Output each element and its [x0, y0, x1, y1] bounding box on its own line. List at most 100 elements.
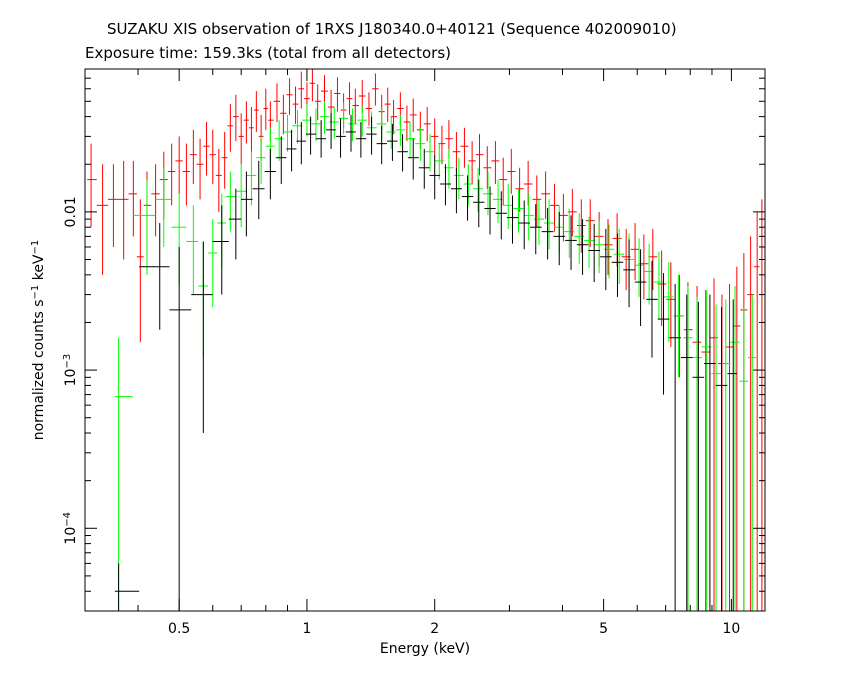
- data-point: [352, 88, 359, 124]
- data-point: [365, 92, 373, 126]
- data-point: [114, 337, 133, 611]
- data-point: [286, 129, 297, 172]
- data-point: [701, 290, 710, 611]
- data-point: [429, 154, 441, 200]
- data-point: [484, 186, 496, 235]
- data-point: [523, 193, 534, 241]
- data-point: [460, 127, 469, 168]
- data-point: [529, 204, 542, 255]
- data-point: [228, 188, 242, 260]
- data-point: [139, 223, 170, 330]
- data-point: [403, 105, 411, 142]
- data-point: [196, 138, 204, 200]
- data-point: [450, 167, 462, 214]
- data-point: [357, 105, 367, 137]
- data-point: [434, 143, 445, 180]
- data-point: [348, 108, 358, 142]
- data-point: [491, 141, 500, 185]
- data-point: [634, 238, 645, 297]
- data-point: [243, 101, 249, 144]
- data-point: [675, 274, 684, 378]
- data-point: [136, 199, 144, 343]
- x-tick-label: 10: [722, 621, 740, 637]
- data-point: [564, 208, 575, 259]
- data-point: [599, 228, 612, 291]
- data-point: [246, 151, 257, 206]
- data-point: [733, 266, 741, 611]
- data-point: [680, 294, 693, 611]
- data-point: [727, 299, 737, 611]
- data-point: [565, 215, 577, 270]
- data-point: [473, 167, 484, 212]
- data-point: [725, 284, 734, 611]
- data-point: [506, 195, 519, 244]
- data-point: [753, 211, 760, 611]
- data-point: [376, 125, 388, 165]
- data-point: [541, 207, 554, 260]
- data-point: [611, 233, 624, 297]
- data-point: [541, 171, 551, 220]
- data-point: [711, 304, 721, 611]
- data-point: [189, 129, 197, 185]
- data-point: [283, 114, 293, 152]
- series-layer: [87, 69, 765, 611]
- data-point: [558, 193, 568, 242]
- data-point: [623, 239, 635, 308]
- data-point: [657, 273, 670, 395]
- data-point: [483, 146, 492, 189]
- data-point: [256, 136, 266, 185]
- data-point: [395, 114, 406, 147]
- data-point: [252, 160, 265, 220]
- data-point: [233, 94, 239, 142]
- data-point: [503, 184, 514, 229]
- data-point: [366, 116, 377, 155]
- data-point: [241, 171, 253, 237]
- data-point: [453, 157, 464, 200]
- data-point: [309, 69, 316, 102]
- data-point: [387, 123, 398, 161]
- plot-frame: [84, 68, 766, 612]
- data-point: [748, 294, 756, 611]
- data-point: [418, 148, 430, 189]
- data-point: [355, 121, 367, 158]
- data-point: [286, 78, 293, 115]
- data-point: [151, 164, 160, 237]
- x-tick-label: 2: [430, 621, 439, 637]
- x-tick-label: 0.5: [168, 621, 190, 637]
- data-point: [292, 86, 299, 124]
- data-point: [507, 148, 516, 194]
- data-point: [440, 164, 451, 206]
- y-tick-label: 10−4: [62, 512, 80, 545]
- x-tick-label: 1: [302, 621, 311, 637]
- data-point: [397, 134, 408, 172]
- data-point: [461, 175, 474, 221]
- data-point: [298, 71, 305, 109]
- data-point: [475, 134, 484, 176]
- data-point: [182, 143, 190, 206]
- data-point: [553, 211, 566, 266]
- data-point: [280, 94, 287, 135]
- axis-ticks: 0.5 1 2 5 10 10−4 10−3 0.01: [62, 68, 765, 637]
- data-point: [473, 179, 485, 228]
- data-point: [215, 148, 222, 212]
- data-point: [576, 199, 586, 253]
- data-point: [87, 143, 97, 228]
- data-point: [495, 191, 507, 240]
- data-point: [305, 116, 316, 155]
- data-point: [407, 138, 419, 180]
- chart-subtitle: Exposure time: 159.3ks (total from all d…: [85, 44, 452, 62]
- data-point: [263, 88, 269, 130]
- data-point: [226, 171, 236, 232]
- data-point: [345, 114, 356, 152]
- data-point: [235, 164, 247, 228]
- data-point: [296, 121, 306, 165]
- data-point: [155, 167, 172, 247]
- data-point: [118, 160, 129, 260]
- data-point: [646, 260, 658, 358]
- data-point: [167, 143, 176, 206]
- data-point: [739, 307, 749, 611]
- data-point: [410, 98, 417, 132]
- data-point: [720, 299, 731, 611]
- data-point: [614, 228, 625, 285]
